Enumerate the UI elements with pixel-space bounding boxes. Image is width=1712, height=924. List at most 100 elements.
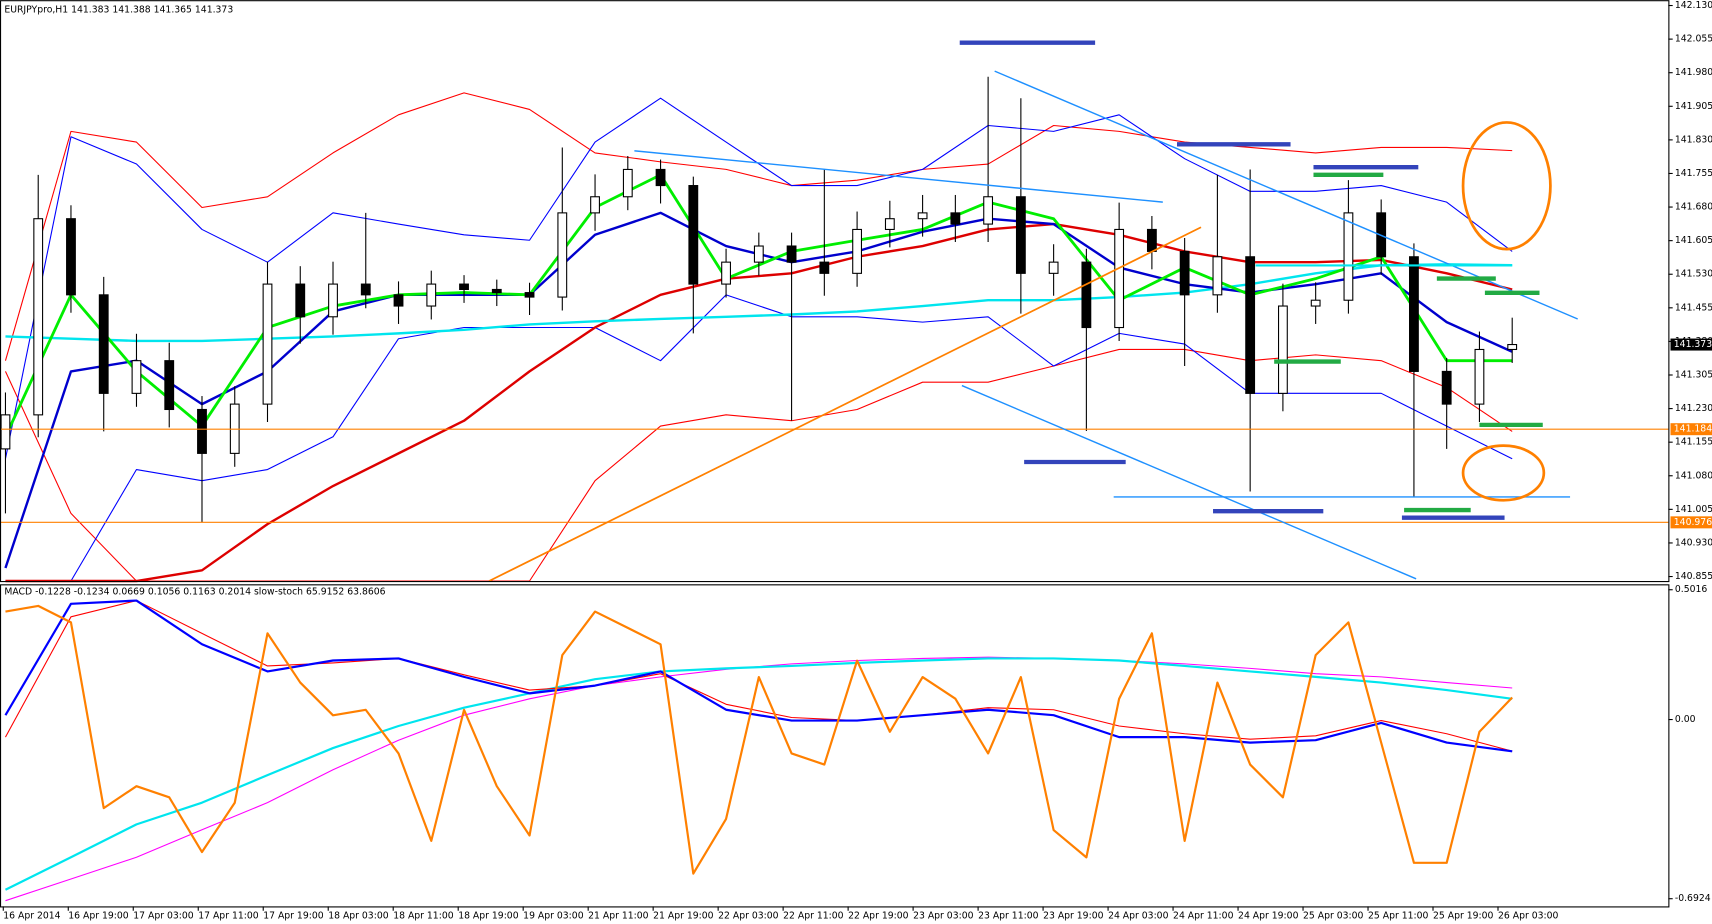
x-tick-label: 18 Apr 11:00 [393,911,454,922]
x-tick-label: 25 Apr 11:00 [1368,911,1429,922]
y-tick-label: 141.905 [1675,101,1712,112]
candle-body [655,168,666,187]
y-tick-label: 141.680 [1675,202,1712,213]
candle-body [197,408,207,454]
x-tick-label: 24 Apr 03:00 [1108,911,1169,922]
annotations [488,40,1578,582]
price-tag [1670,423,1712,436]
last-price-label: 141.373 [1674,339,1712,350]
candle-body [1114,228,1125,329]
x-tick-label: 25 Apr 03:00 [1303,911,1364,922]
y-tick-label: -0.6924 [1675,893,1711,904]
y-tick-label: 141.230 [1675,403,1712,414]
x-tick-label: 17 Apr 19:00 [263,911,324,922]
candle-body [688,185,699,285]
y-tick-label: 140.855 [1675,571,1712,582]
x-tick-label: 16 Apr 19:00 [68,911,129,922]
highlight-circle [1461,444,1546,502]
x-tick-label: 22 Apr 03:00 [718,911,779,922]
x-tick-label: 18 Apr 03:00 [328,911,389,922]
x-tick-label: 19 Apr 03:00 [523,911,584,922]
candle-body [590,196,600,214]
candle-body [1310,299,1321,307]
x-tick-label: 26 Apr 03:00 [1498,911,1559,922]
candle-body [426,283,437,307]
trendline [634,150,1163,203]
candle-body [884,218,895,230]
indicator-line [5,222,1513,583]
candle-body [1015,196,1026,274]
indicator-line [5,294,1513,582]
candle-body [524,292,535,298]
y-tick-label: 141.830 [1675,134,1712,145]
candle-body [164,360,175,411]
candle-body [0,414,11,450]
candle-body [360,283,371,296]
x-tick-label: 22 Apr 19:00 [848,911,909,922]
x-tick-label: 23 Apr 03:00 [913,911,974,922]
candle-body [98,294,109,394]
y-tick-label: 142.130 [1675,0,1712,11]
price-tag-label: 140.976 [1674,517,1712,528]
price-tag [1670,516,1712,529]
x-tick-label: 23 Apr 11:00 [978,911,1039,922]
candle-body [1343,212,1354,301]
y-tick-label: 140.930 [1675,537,1712,548]
y-tick-label: 141.755 [1675,168,1712,179]
candle-body [1409,256,1419,372]
indicator-panel-frame [0,584,1670,908]
highlight-circle [1461,121,1552,251]
indicator-line [4,599,1513,753]
y-tick-label: 0.5016 [1675,584,1708,595]
candle-body [786,245,797,263]
candle-body [917,212,928,220]
main-title: EURJPYpro,H1 141.383 141.388 141.365 141… [4,4,233,15]
candle-body [721,261,731,285]
candle-body [983,196,994,225]
candle-body [557,212,568,298]
candle-body [328,283,338,318]
candle-body [1179,250,1190,296]
candle-body [262,283,273,405]
y-tick-label: 141.455 [1675,302,1712,313]
indicator-line [5,604,1513,875]
data-layer [0,76,1669,902]
frames [0,0,1670,908]
candle-body [491,288,502,294]
candle-body [33,218,44,416]
candle-body [1474,348,1485,405]
x-tick-label: 21 Apr 11:00 [588,911,649,922]
candle-body [66,218,76,296]
candle-body [295,283,306,318]
x-tick-label: 17 Apr 11:00 [198,911,259,922]
candle-body [1441,370,1452,405]
candle-body [1245,256,1256,394]
x-tick-label: 24 Apr 11:00 [1173,911,1234,922]
x-tick-label: 16 Apr 2014 [3,911,60,922]
x-tick-label: 24 Apr 19:00 [1238,911,1299,922]
candle-body [622,168,633,198]
indicator-line [5,263,1513,343]
candle-body [1212,256,1223,296]
candle-body [819,261,830,274]
candle-body [852,228,863,274]
candle-body [1146,228,1157,252]
candle-body [753,245,764,263]
indicator-line [4,92,1513,361]
candle-body [459,283,469,291]
trendline [961,384,1417,580]
x-tick-label: 23 Apr 19:00 [1043,911,1104,922]
y-tick-label: 141.605 [1675,235,1712,246]
y-tick-label: 141.155 [1675,437,1712,448]
indicator-line [4,600,1513,752]
x-tick-label: 18 Apr 19:00 [458,911,519,922]
trendline [488,226,1202,582]
y-tick-label: 141.980 [1675,67,1712,78]
candle-body [1081,261,1092,329]
y-tick-label: 141.305 [1675,370,1712,381]
indicator-line [4,657,1513,891]
candle-body [393,294,404,307]
candle-body [1048,261,1059,274]
